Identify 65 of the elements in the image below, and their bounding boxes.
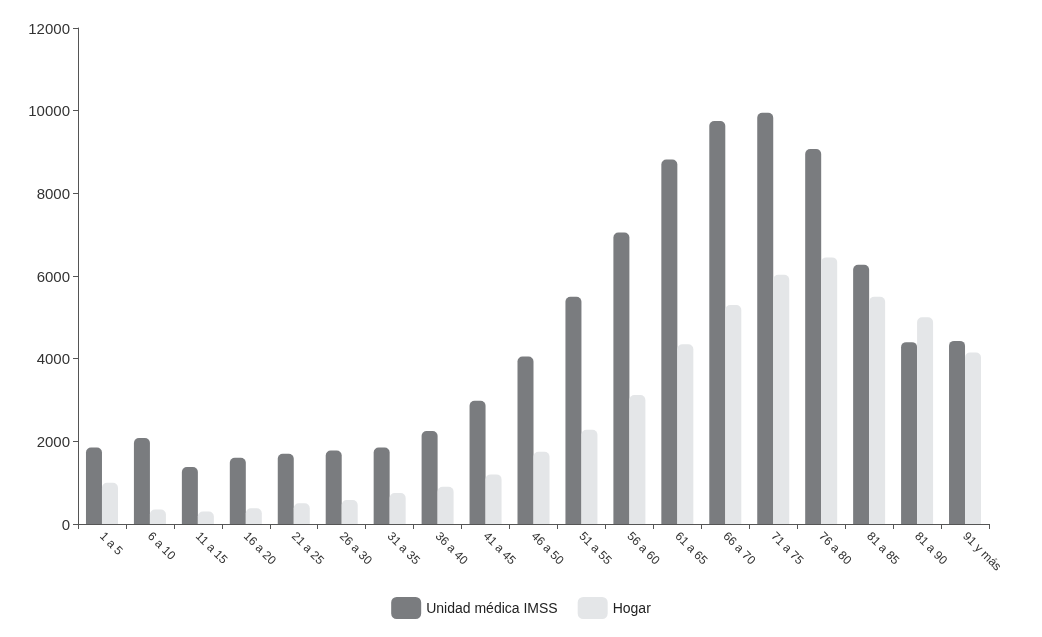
x-tick-label: 16 a 20 xyxy=(240,529,280,568)
x-tick-label: 1 a 5 xyxy=(97,529,127,559)
bar xyxy=(373,447,390,524)
bar xyxy=(437,486,454,524)
bar xyxy=(389,493,406,524)
y-tick-label: 4000 xyxy=(36,350,70,368)
x-tick-label: 6 a 10 xyxy=(144,529,179,563)
bar xyxy=(293,503,310,524)
bar xyxy=(325,450,342,524)
bar xyxy=(133,438,150,524)
bar xyxy=(821,257,838,524)
bar xyxy=(725,304,742,524)
bar xyxy=(949,340,966,524)
legend-label: Hogar xyxy=(612,600,652,616)
bar xyxy=(629,395,646,524)
bar xyxy=(341,500,358,524)
y-tick-label: 10000 xyxy=(28,102,70,120)
x-tick-label: 46 a 50 xyxy=(528,529,567,568)
x-tick-label: 36 a 40 xyxy=(432,529,472,568)
bar xyxy=(677,344,694,524)
bar xyxy=(245,508,262,524)
x-tick-label: 51 a 55 xyxy=(576,529,615,568)
bar xyxy=(805,149,822,524)
y-tick-label: 12000 xyxy=(28,19,70,37)
bar xyxy=(229,457,246,524)
bar xyxy=(565,296,582,524)
x-tick-label: 26 a 30 xyxy=(336,529,376,568)
x-tick-label: 91 y más xyxy=(960,529,1005,574)
x-tick-label: 56 a 60 xyxy=(624,529,663,568)
y-tick-label: 2000 xyxy=(36,432,70,450)
bar xyxy=(901,342,918,524)
legend-label: Unidad médica IMSS xyxy=(426,600,558,616)
bar xyxy=(869,296,886,524)
bar xyxy=(773,274,790,524)
bar xyxy=(421,431,438,524)
y-tick-label: 0 xyxy=(61,515,70,533)
bar xyxy=(965,352,982,524)
y-tick-label: 6000 xyxy=(36,267,70,285)
bar xyxy=(757,112,774,524)
bar xyxy=(661,159,678,524)
x-tick-label: 61 a 65 xyxy=(672,529,711,568)
x-tick-label: 81 a 90 xyxy=(912,529,951,568)
bar xyxy=(101,482,118,524)
x-tick-label: 71 a 75 xyxy=(768,529,807,568)
x-tick-label: 81 a 85 xyxy=(864,529,903,568)
x-tick-label: 11 a 15 xyxy=(192,529,231,567)
bar xyxy=(853,264,870,524)
bar xyxy=(181,466,198,524)
bar xyxy=(917,317,934,524)
bar xyxy=(517,356,534,524)
bar xyxy=(85,447,102,524)
bar xyxy=(469,400,486,524)
x-tick-label: 76 a 80 xyxy=(816,529,855,568)
bar xyxy=(581,429,598,524)
x-tick-label: 41 a 45 xyxy=(480,529,520,568)
x-tick-label: 21 a 25 xyxy=(288,529,328,568)
bar xyxy=(709,121,726,524)
x-tick-label: 66 a 70 xyxy=(720,529,759,568)
bar xyxy=(613,232,630,524)
bar xyxy=(485,474,502,524)
y-tick-label: 8000 xyxy=(36,184,70,202)
bar xyxy=(149,509,166,524)
bar xyxy=(533,451,550,524)
x-tick-label: 31 a 35 xyxy=(384,529,424,568)
bar xyxy=(277,453,294,524)
